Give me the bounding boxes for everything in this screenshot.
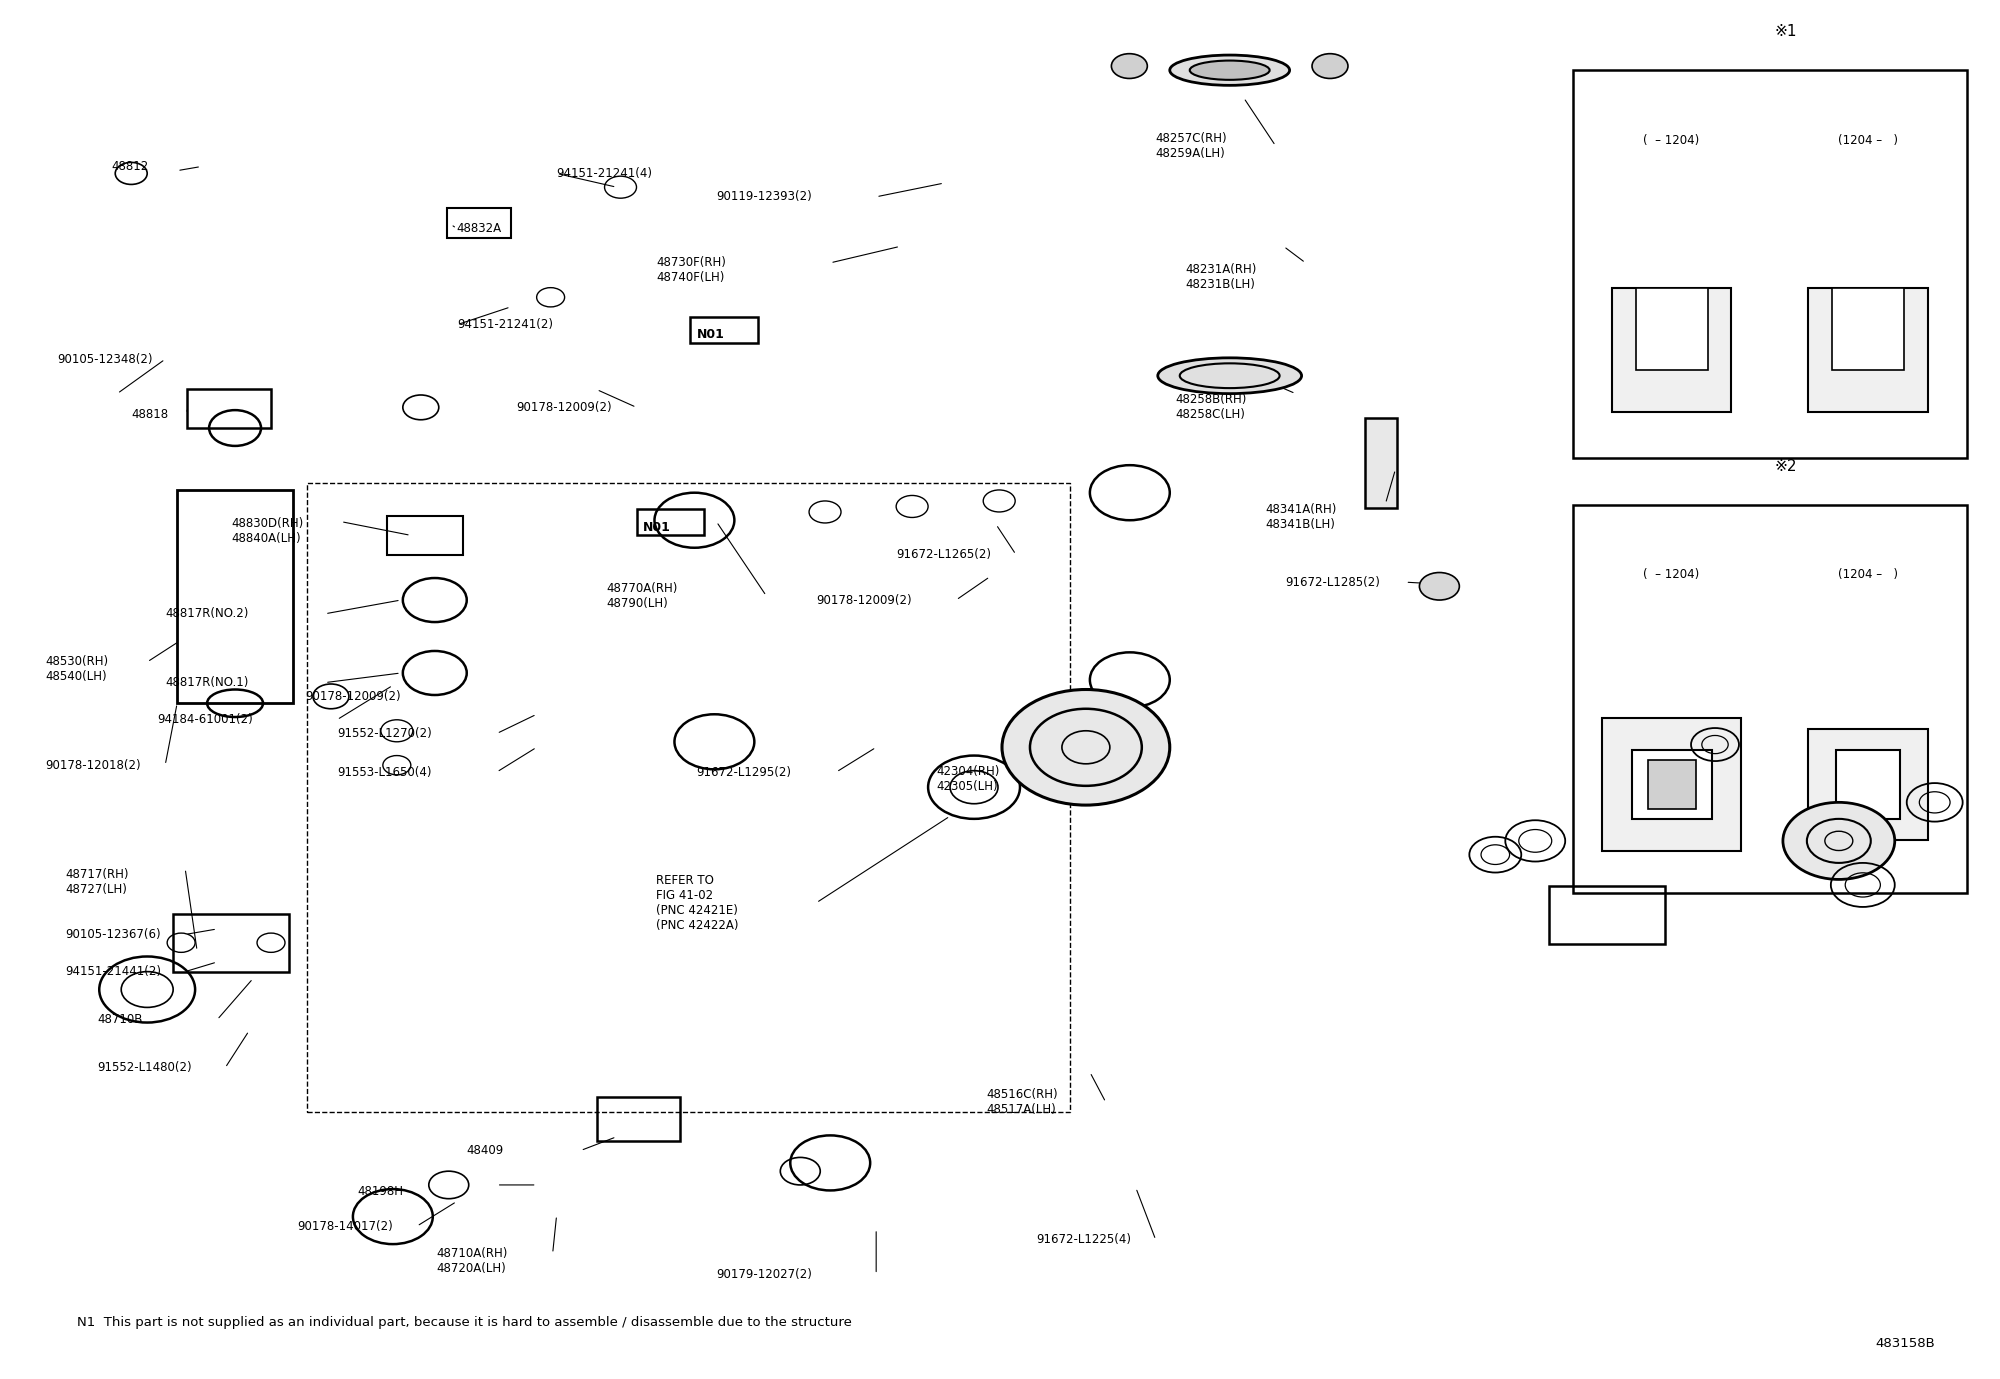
Text: 48812: 48812 [112,160,148,172]
Bar [306,483,1070,1111]
Text: 90178-12009(2): 90178-12009(2) [516,401,612,414]
Text: (1204 –   ): (1204 – ) [1838,568,1898,582]
Text: (  – 1204): ( – 1204) [1644,134,1700,146]
Bar [1602,718,1742,851]
Text: 48341A(RH)
48341B(LH): 48341A(RH) 48341B(LH) [1266,503,1338,531]
Text: 48817R(NO.2): 48817R(NO.2) [166,607,248,621]
Polygon shape [152,772,976,1007]
Bar [636,509,704,535]
Text: ※1: ※1 [1774,25,1798,39]
Text: (  – 1204): ( – 1204) [1644,568,1700,582]
Text: 42304(RH)
42305(LH): 42304(RH) 42305(LH) [936,765,1000,793]
Text: 91672-L1285(2): 91672-L1285(2) [1286,575,1380,589]
Circle shape [1112,54,1148,79]
Text: 483158B: 483158B [1874,1336,1934,1350]
Bar [1836,750,1900,819]
Text: N01: N01 [642,521,670,534]
Text: 48770A(RH)
48790(LH): 48770A(RH) 48790(LH) [606,582,678,610]
Text: 48198H: 48198H [356,1186,402,1198]
Bar [1832,288,1904,371]
Text: 90119-12393(2): 90119-12393(2) [716,190,812,203]
Text: N1  This part is not supplied as an individual part, because it is hard to assem: N1 This part is not supplied as an indiv… [78,1316,852,1329]
Circle shape [1002,690,1170,805]
Circle shape [1312,54,1348,79]
Bar [1636,288,1708,371]
Bar [1574,505,1966,894]
Text: 48832A: 48832A [456,222,502,234]
Text: 91672-L1265(2): 91672-L1265(2) [896,547,992,561]
Text: 48817R(NO.1): 48817R(NO.1) [166,676,248,690]
Bar [1808,288,1928,411]
Bar [596,1096,680,1140]
Bar [1648,760,1696,809]
Text: 91552-L1270(2): 91552-L1270(2) [336,727,432,741]
Bar [690,317,758,343]
Text: 48231A(RH)
48231B(LH): 48231A(RH) 48231B(LH) [1186,262,1258,291]
Bar [446,208,510,239]
Text: REFER TO
FIG 41-02
(PNC 42421E)
(PNC 42422A): REFER TO FIG 41-02 (PNC 42421E) (PNC 424… [656,874,738,932]
Text: 90178-12009(2): 90178-12009(2) [816,593,912,607]
Text: 48710B: 48710B [98,1014,142,1026]
Text: 90179-12027(2): 90179-12027(2) [716,1267,812,1281]
Text: 91672-L1295(2): 91672-L1295(2) [696,765,792,779]
Text: 48730F(RH)
48740F(LH): 48730F(RH) 48740F(LH) [656,255,726,284]
Text: 48717(RH)
48727(LH): 48717(RH) 48727(LH) [66,869,128,896]
Text: 94151-21441(2): 94151-21441(2) [66,965,162,978]
Text: 94151-21241(2): 94151-21241(2) [456,319,552,331]
Text: 90178-12009(2): 90178-12009(2) [304,690,400,703]
Bar [1808,729,1928,840]
Text: 90105-12348(2): 90105-12348(2) [58,353,152,365]
Circle shape [1782,803,1894,880]
Bar [386,516,462,554]
Text: 48516C(RH)
48517A(LH): 48516C(RH) 48517A(LH) [986,1088,1058,1117]
Bar [1550,887,1666,945]
Text: N01: N01 [696,328,724,341]
Text: 48258B(RH)
48258C(LH): 48258B(RH) 48258C(LH) [1176,393,1248,422]
Text: 94184-61001(2): 94184-61001(2) [158,713,252,727]
Polygon shape [1444,814,1948,917]
Text: 90178-14017(2): 90178-14017(2) [296,1220,392,1233]
Text: ※2: ※2 [1774,459,1798,474]
Text: 94151-21241(4): 94151-21241(4) [556,167,652,179]
Circle shape [1420,572,1460,600]
Text: (1204 –   ): (1204 – ) [1838,134,1898,146]
Text: 91672-L1225(4): 91672-L1225(4) [1036,1233,1130,1247]
Text: 48530(RH)
48540(LH): 48530(RH) 48540(LH) [46,655,108,683]
Text: 91553-L1650(4): 91553-L1650(4) [336,765,432,779]
Text: 90178-12018(2): 90178-12018(2) [46,758,140,772]
Bar [188,389,272,427]
Bar [174,914,288,972]
Bar [1366,418,1398,507]
Bar [1612,288,1732,411]
Text: 48257C(RH)
48259A(LH): 48257C(RH) 48259A(LH) [1156,132,1228,160]
Ellipse shape [1190,61,1270,80]
Bar [178,490,292,703]
Ellipse shape [1158,357,1302,393]
Text: 48818: 48818 [132,408,168,421]
Text: 90105-12367(6): 90105-12367(6) [66,928,160,940]
Text: 91552-L1480(2): 91552-L1480(2) [98,1062,192,1074]
Ellipse shape [1170,55,1290,85]
Bar [1632,750,1712,819]
Text: 48710A(RH)
48720A(LH): 48710A(RH) 48720A(LH) [436,1247,508,1274]
Bar [1574,70,1966,458]
Text: 48830D(RH)
48840A(LH): 48830D(RH) 48840A(LH) [232,517,304,545]
Text: 48409: 48409 [466,1145,504,1157]
